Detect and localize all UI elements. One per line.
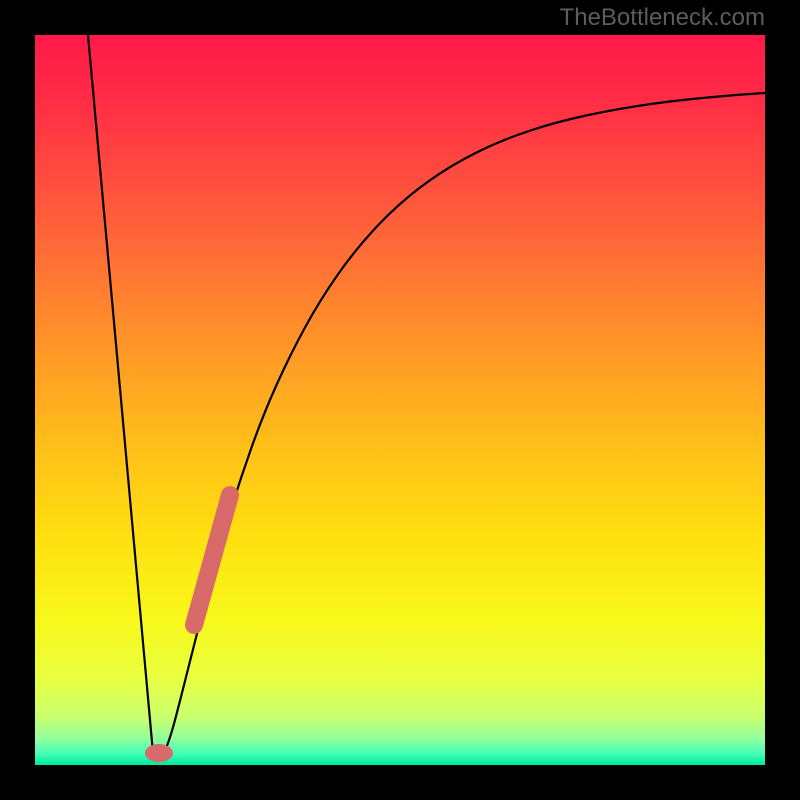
watermark-text: TheBottleneck.com [560, 4, 765, 32]
curve-layer [35, 35, 765, 765]
chart-container: TheBottleneck.com [0, 0, 800, 800]
plot-area [35, 35, 765, 765]
